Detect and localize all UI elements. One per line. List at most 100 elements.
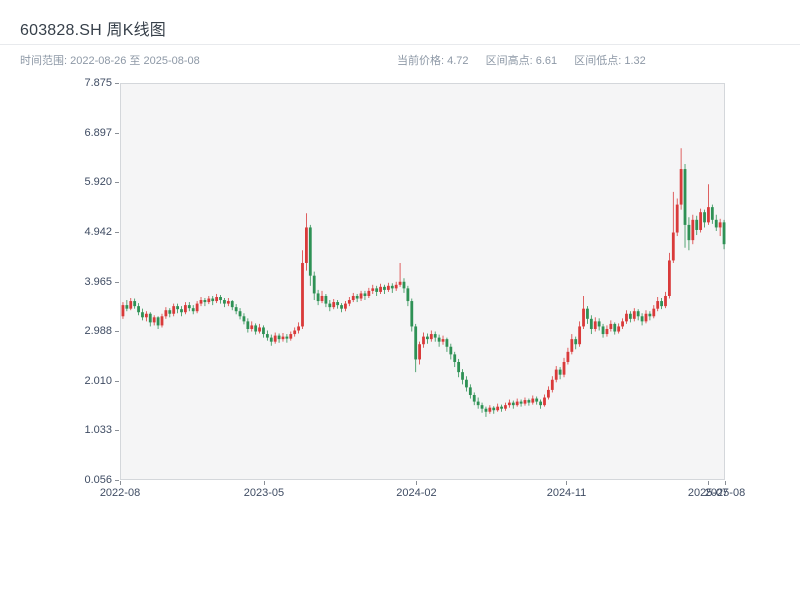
candle-body — [144, 313, 148, 318]
y-tick-mark — [115, 380, 119, 382]
candle-body — [472, 394, 476, 402]
candle-body — [660, 301, 663, 307]
candle-body — [406, 288, 410, 302]
candle-body — [628, 313, 632, 319]
candle-body — [184, 305, 187, 313]
candle-body — [714, 219, 718, 228]
candle-body — [293, 330, 297, 335]
candle-body — [148, 313, 152, 323]
candle-body — [176, 306, 179, 310]
candle-body — [156, 317, 160, 326]
candle-body — [269, 337, 273, 342]
candle-body — [461, 372, 464, 380]
candle-body — [535, 398, 539, 402]
candle-body — [281, 336, 285, 340]
candle-body — [390, 285, 394, 289]
candle-body — [617, 326, 621, 332]
candle-body — [250, 325, 254, 329]
candle-body — [593, 321, 597, 329]
candle-body — [226, 301, 230, 304]
candle-body — [668, 260, 671, 296]
x-tick-mark — [566, 481, 568, 485]
candle-body — [437, 337, 441, 342]
candle-body — [324, 295, 328, 304]
candle-body — [589, 318, 593, 329]
candle-body — [582, 308, 585, 327]
candlestick-canvas — [121, 148, 726, 417]
x-tick-label: 2025-07 — [687, 487, 729, 499]
candlestick-chart — [120, 83, 726, 480]
x-tick-label: 2025-08 — [704, 487, 746, 499]
candle-body — [507, 402, 511, 406]
candle-body — [511, 402, 515, 406]
candle-body — [656, 301, 660, 309]
candle-body — [605, 328, 609, 335]
candle-body — [191, 308, 195, 312]
candle-body — [277, 335, 281, 340]
y-tick-mark — [115, 281, 119, 283]
candle-body — [215, 297, 219, 302]
candle-body — [246, 321, 250, 329]
y-tick-mark — [115, 480, 119, 481]
candle-body — [550, 379, 554, 390]
candle-body — [586, 308, 589, 319]
y-tick-label: 3.965 — [84, 275, 112, 288]
candle-body — [543, 397, 546, 406]
candle-body — [683, 169, 687, 225]
candle-body — [515, 401, 519, 406]
time-range-text: 时间范围: 2022-08-26 至 2025-08-08 — [20, 55, 200, 67]
candle-body — [671, 232, 675, 261]
candle-body — [597, 321, 601, 327]
candle-body — [570, 339, 574, 352]
candle-body — [418, 344, 421, 360]
candle-body — [664, 295, 667, 307]
candle-body — [152, 317, 156, 323]
candle-body — [351, 295, 355, 301]
current-price-value: 4.72 — [447, 55, 469, 67]
candle-body — [320, 295, 324, 302]
candle-body — [133, 301, 137, 307]
candle-body — [195, 303, 199, 312]
candle-body — [242, 316, 246, 322]
y-tick-mark — [115, 430, 119, 432]
candle-body — [699, 212, 703, 230]
y-tick-label: 5.920 — [84, 176, 112, 189]
candle-body — [172, 306, 176, 314]
candle-body — [492, 407, 496, 411]
candle-body — [223, 300, 226, 304]
candle-body — [199, 300, 203, 304]
candle-body — [707, 207, 710, 223]
candle-body — [328, 303, 332, 308]
candle-body — [258, 327, 261, 332]
candle-body — [219, 297, 222, 301]
candle-body — [703, 212, 706, 223]
candle-body — [574, 339, 578, 345]
candle-body — [422, 336, 425, 345]
candle-body — [566, 351, 570, 362]
candle-body — [519, 401, 523, 404]
y-tick-label: 2.010 — [84, 374, 112, 387]
candle-body — [453, 354, 457, 362]
candle-body — [433, 334, 437, 338]
header-divider — [0, 44, 800, 45]
range-low-value: 1.32 — [624, 55, 646, 67]
candle-body — [484, 408, 488, 412]
x-tick-mark — [725, 481, 726, 485]
candle-body — [386, 285, 390, 290]
candle-body — [301, 262, 304, 327]
candle-body — [476, 401, 480, 406]
candle-body — [640, 316, 644, 322]
candle-body — [285, 336, 289, 339]
x-tick-mark — [263, 481, 265, 485]
candle-body — [523, 400, 527, 404]
candle-body — [609, 323, 613, 329]
candle-body — [375, 288, 379, 292]
candle-body — [445, 339, 449, 347]
candle-body — [691, 219, 695, 241]
y-tick-label: 2.988 — [84, 325, 112, 338]
x-tick-label: 2024-11 — [546, 487, 587, 499]
y-tick-label: 6.897 — [84, 126, 112, 139]
candle-body — [527, 400, 531, 403]
candle-body — [207, 298, 211, 303]
candle-body — [429, 334, 433, 340]
